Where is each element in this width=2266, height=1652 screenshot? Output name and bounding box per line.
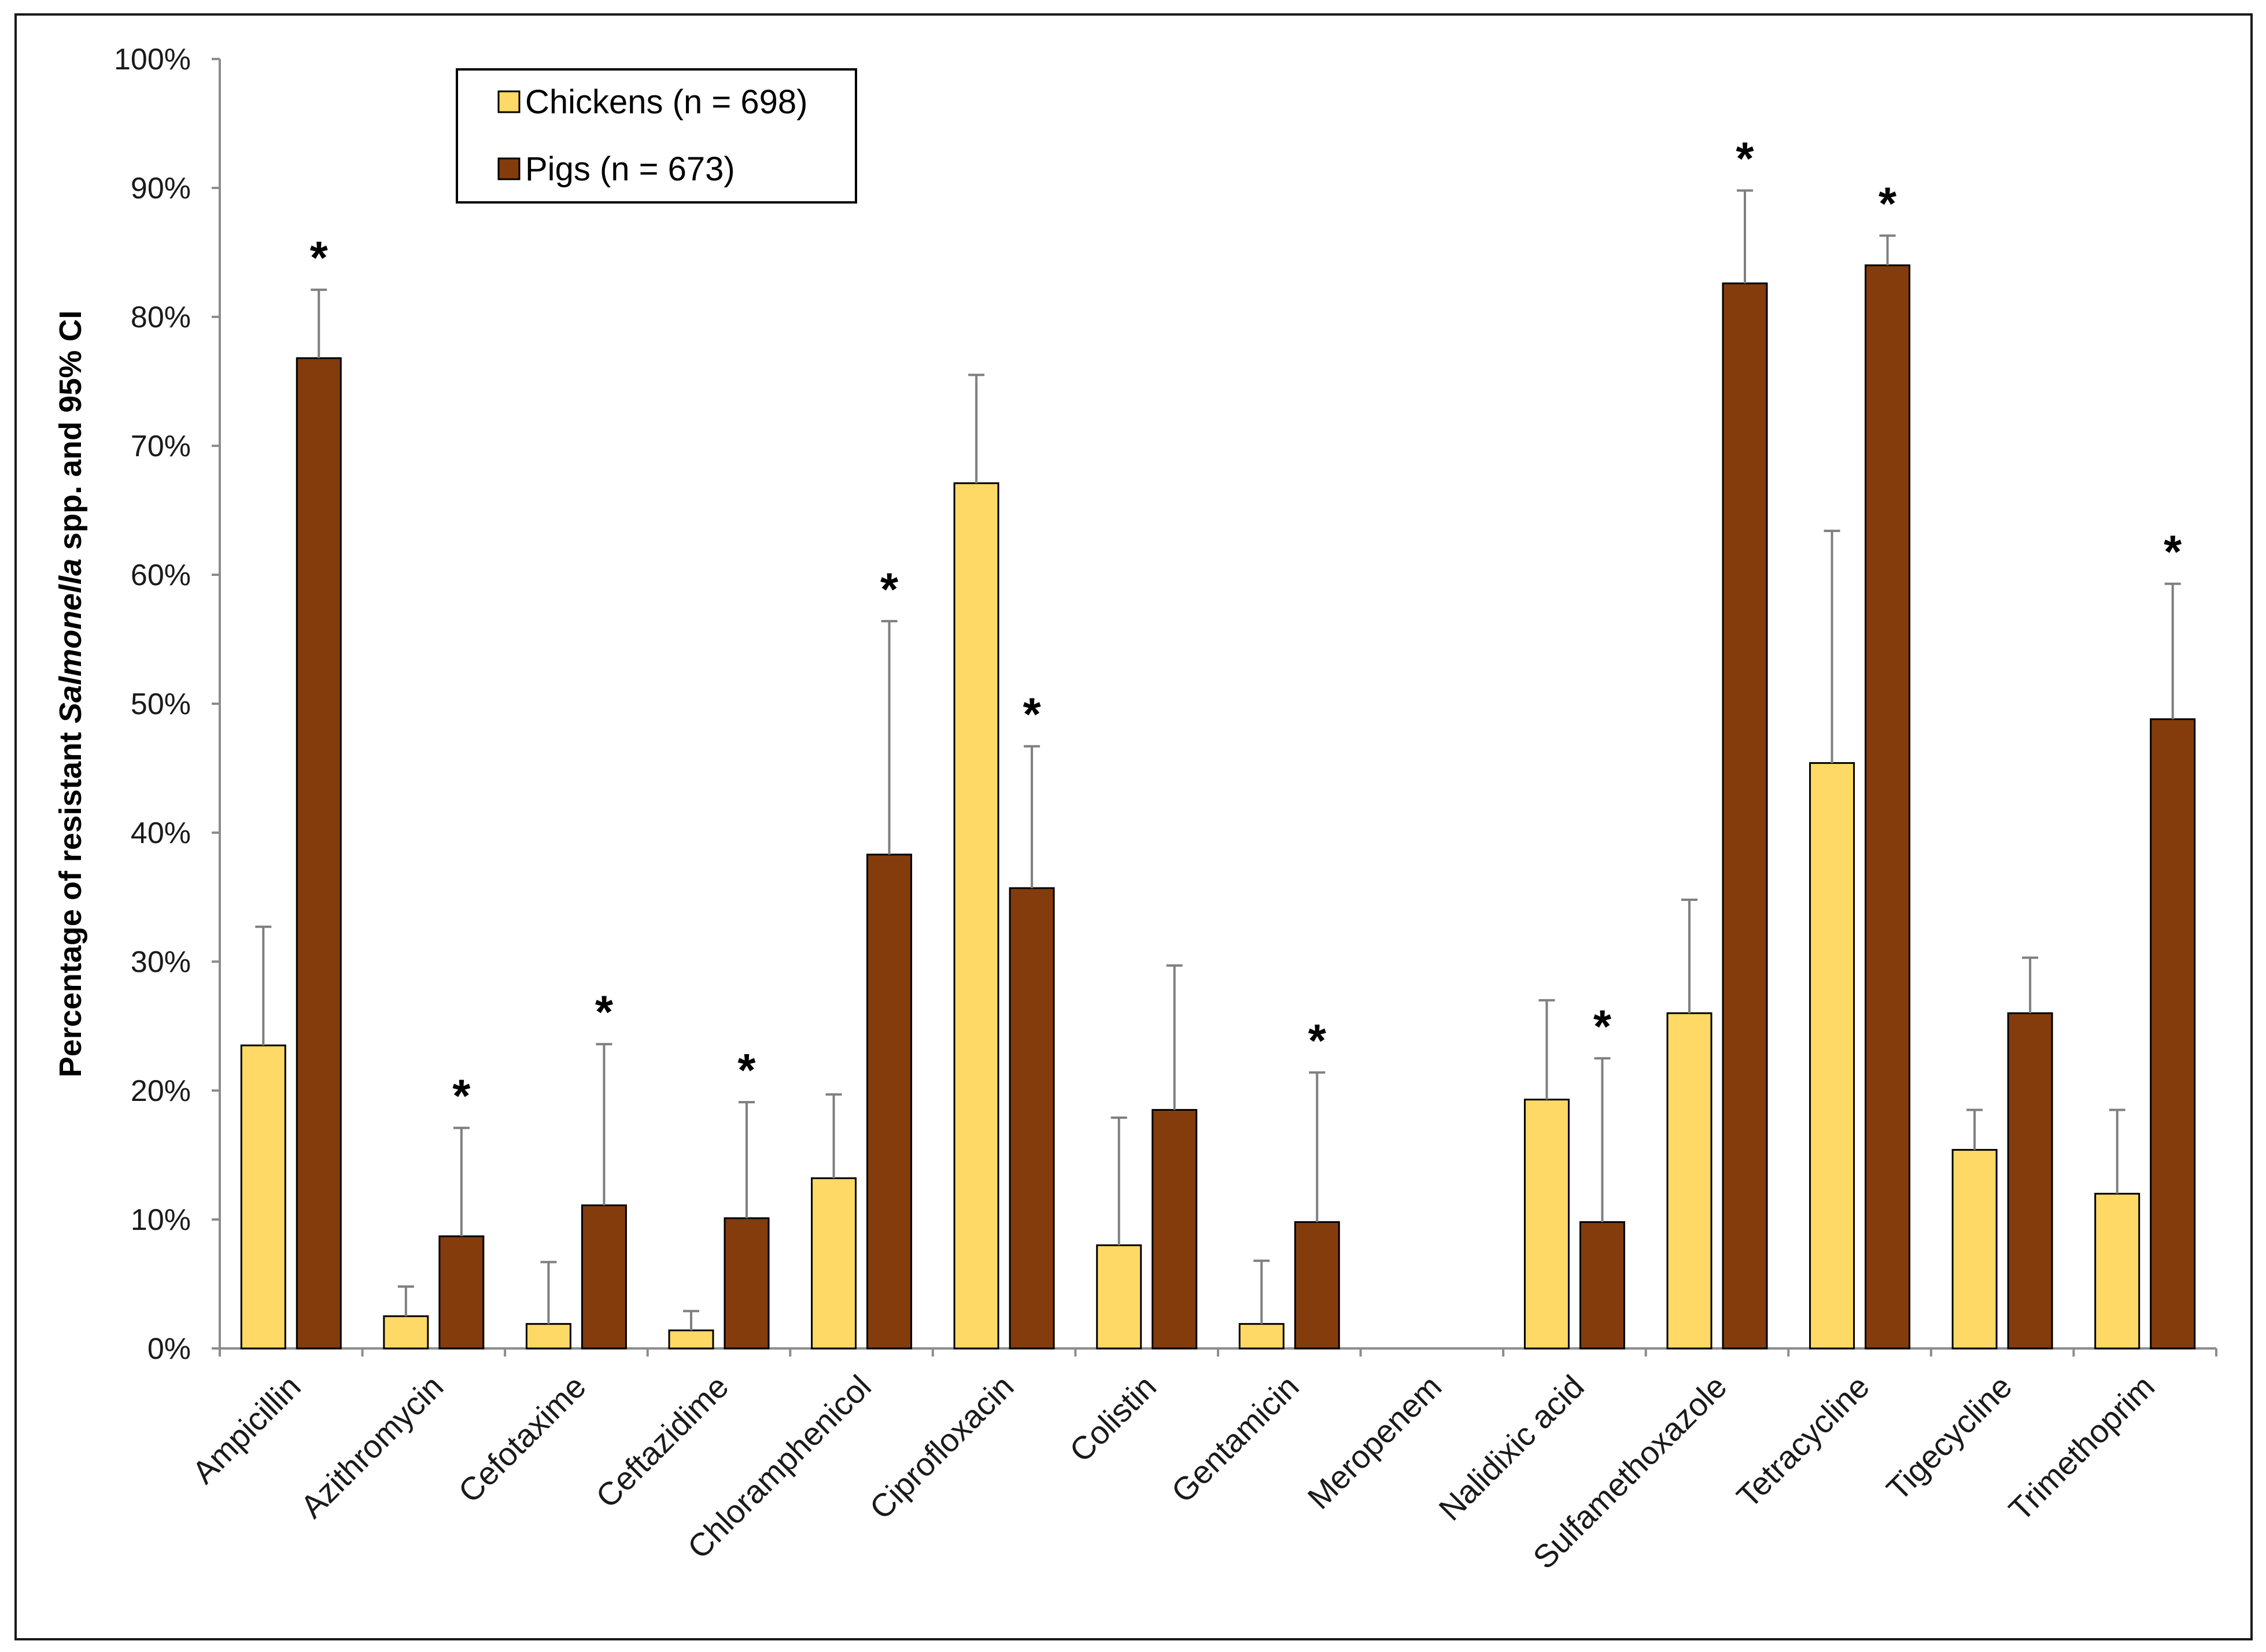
y-tick-label: 60% <box>131 559 191 592</box>
significance-star: * <box>737 1044 756 1096</box>
significance-star: * <box>1023 689 1042 740</box>
y-tick-label: 10% <box>131 1203 191 1237</box>
significance-star: * <box>1736 132 1754 184</box>
bar-chickens <box>668 1329 714 1350</box>
bar-pigs <box>2007 1012 2053 1350</box>
legend-swatch-pigs <box>497 157 521 180</box>
bar-pigs <box>1294 1221 1340 1350</box>
y-tick-label: 30% <box>131 945 191 979</box>
bar-pigs <box>296 357 342 1350</box>
bar-pigs <box>1579 1221 1625 1350</box>
significance-star: * <box>310 232 329 283</box>
bar-chickens <box>1951 1149 1998 1350</box>
y-tick-label: 50% <box>131 688 191 721</box>
y-tick-label: 70% <box>131 430 191 463</box>
bar-chickens <box>1523 1099 1570 1350</box>
y-tick-label: 90% <box>131 172 191 205</box>
y-tick-label: 0% <box>147 1332 191 1366</box>
legend: Chickens (n = 698) Pigs (n = 673) <box>456 68 857 204</box>
significance-star: * <box>1879 178 1897 230</box>
legend-label-pigs: Pigs (n = 673) <box>525 150 735 188</box>
y-tick-label: 40% <box>131 816 191 850</box>
bar-pigs <box>866 853 913 1350</box>
y-axis-label: Percentage of resistant Salmonella spp. … <box>53 311 88 1077</box>
bar-pigs <box>724 1217 770 1350</box>
significance-star: * <box>880 563 899 615</box>
significance-star: * <box>595 986 614 1038</box>
bar-pigs <box>581 1204 627 1350</box>
bar-chickens <box>525 1323 571 1350</box>
significance-star: * <box>2164 526 2182 578</box>
bar-pigs <box>1722 282 1768 1350</box>
bar-chickens <box>811 1177 857 1350</box>
y-tick-label: 100% <box>114 43 191 76</box>
y-tick-label: 20% <box>131 1074 191 1108</box>
bar-pigs <box>1009 887 1055 1350</box>
legend-swatch-chickens <box>497 90 521 113</box>
bars: * * * * * * * * * * * <box>240 132 2196 1350</box>
bar-pigs <box>2150 718 2196 1350</box>
bar-chickens <box>2094 1192 2140 1350</box>
bar-chickens <box>1238 1323 1285 1350</box>
legend-label-chickens: Chickens (n = 698) <box>525 83 807 121</box>
bar-pigs <box>1152 1108 1198 1350</box>
significance-star: * <box>1593 1000 1612 1052</box>
bar-chickens <box>953 482 999 1350</box>
bar-chickens <box>1809 762 1855 1350</box>
y-tick-label: 80% <box>131 301 191 334</box>
bar-pigs <box>438 1235 485 1350</box>
bar-pigs <box>1865 264 1911 1350</box>
bar-chickens <box>1666 1012 1713 1350</box>
bar-chickens <box>1096 1244 1142 1350</box>
significance-star: * <box>1308 1015 1327 1066</box>
bar-chickens <box>240 1044 286 1350</box>
bar-chickens <box>383 1315 429 1350</box>
significance-star: * <box>452 1070 471 1122</box>
legend-box <box>456 68 857 204</box>
